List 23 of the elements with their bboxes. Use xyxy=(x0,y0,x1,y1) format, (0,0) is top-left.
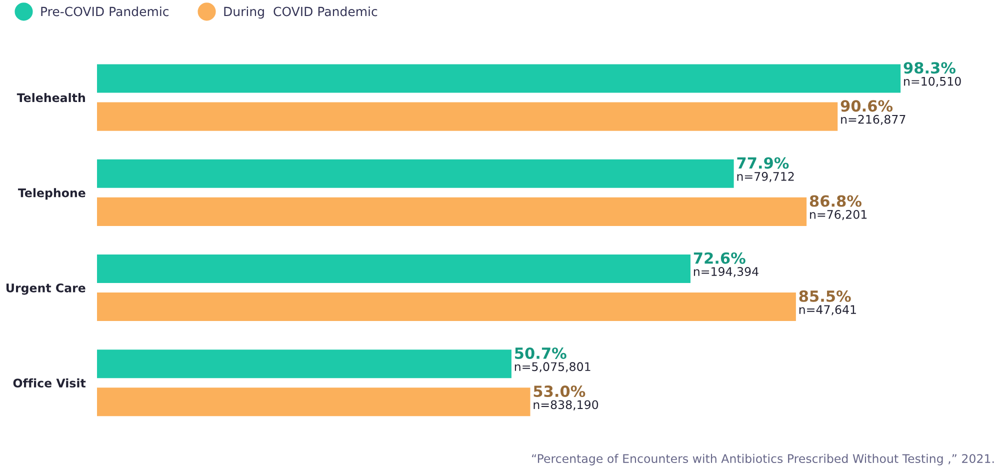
bar xyxy=(97,102,838,131)
bar xyxy=(97,197,807,226)
data-label: 85.5% n=47,641 xyxy=(799,290,856,316)
bar xyxy=(97,388,530,416)
legend-label: Pre-COVID Pandemic xyxy=(41,6,168,16)
data-label: 53.0% n=838,190 xyxy=(534,385,598,410)
y-tick-label: Urgent Care xyxy=(6,283,86,295)
y-tick-label: Telephone xyxy=(18,188,86,200)
data-label: 77.9% n=79,712 xyxy=(737,157,794,182)
y-tick-label: Telehealth xyxy=(16,93,85,102)
bar xyxy=(97,64,901,93)
bar xyxy=(97,350,512,378)
data-label: 72.6% n=194,394 xyxy=(694,252,758,278)
bar xyxy=(97,292,796,322)
bar xyxy=(97,159,734,188)
data-label: 50.7% n=5,075,801 xyxy=(514,347,590,372)
legend-label: During COVID Pandemic xyxy=(224,6,378,19)
y-tick-label: Office Visit xyxy=(13,378,86,388)
bar xyxy=(97,254,690,284)
text: “Percentage of Encounters with Antibiotics Prescribed Without Testing ,” 2021. xyxy=(532,454,994,466)
data-label: 98.3% n=10,510 xyxy=(904,62,961,87)
data-label: 90.6% n=216,877 xyxy=(840,100,906,125)
data-label: 86.8% n=76,201 xyxy=(810,195,867,220)
